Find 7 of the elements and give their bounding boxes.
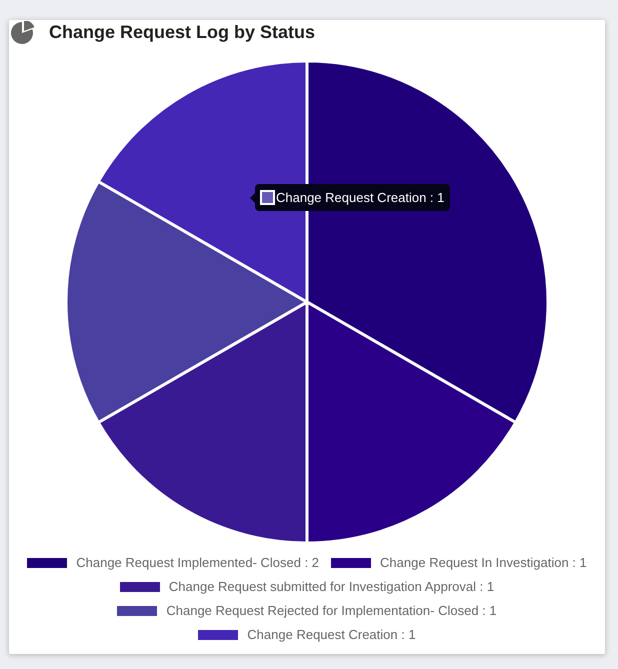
tooltip: Change Request Creation : 1 xyxy=(250,184,450,211)
chart-title: Change Request Log by Status xyxy=(49,21,316,43)
legend-label: Change Request submitted for Investigation Approval : 1 xyxy=(168,579,494,595)
legend-label: Change Request Implemented- Closed : 2 xyxy=(76,555,320,571)
legend-label: Change Request Creation : 1 xyxy=(247,627,416,643)
legend-label: Change Request In Investigation : 1 xyxy=(380,555,587,571)
legend-label: Change Request Rejected for Implementation- Closed : 1 xyxy=(166,603,497,619)
